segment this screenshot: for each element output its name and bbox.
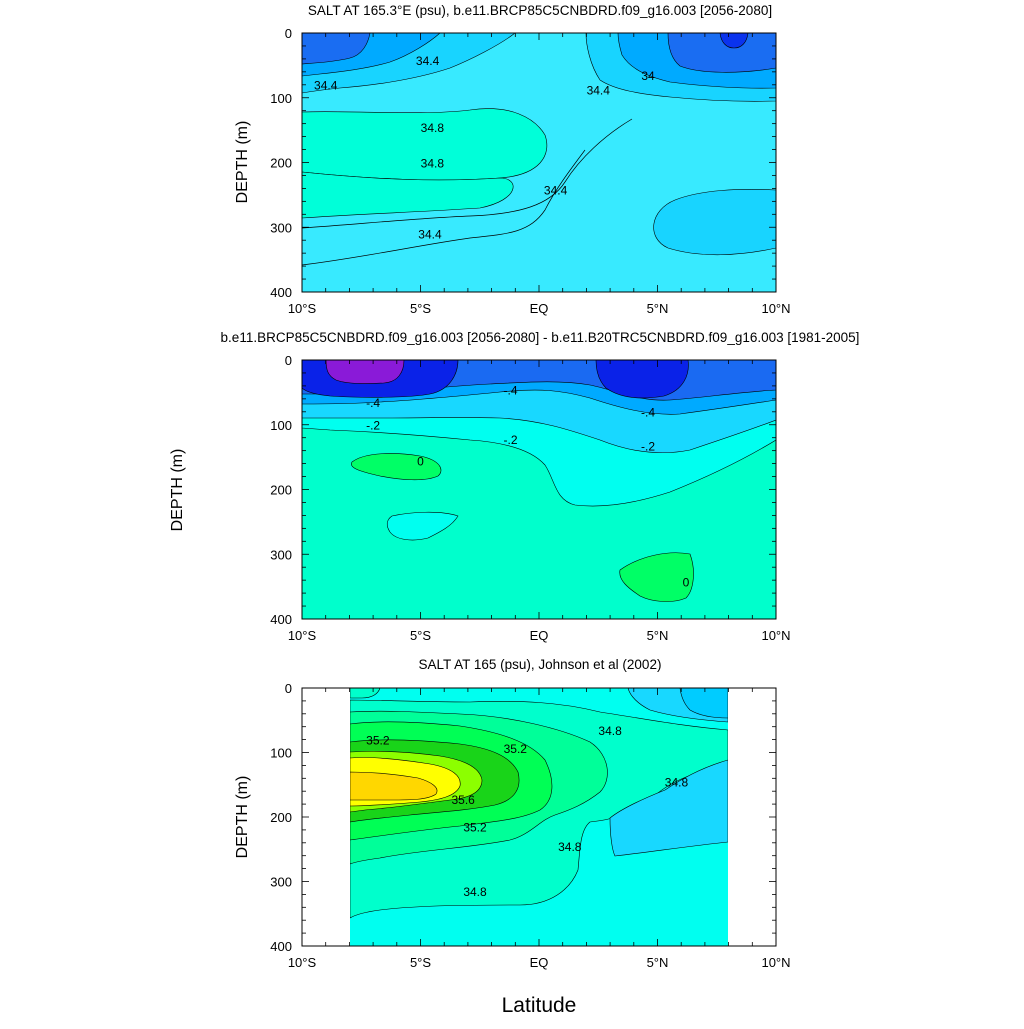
x-tick-label: 5°N: [647, 628, 669, 643]
y-tick-label: 0: [285, 26, 292, 41]
y-tick-label: 200: [270, 483, 292, 498]
panel-1-ylabel: DEPTH (m): [234, 121, 251, 204]
contour-label: 34.8: [665, 775, 689, 789]
x-tick-label: 10°N: [761, 301, 790, 316]
p2-fill-west-purple: [325, 360, 405, 384]
contour-label: 34.8: [463, 885, 487, 899]
contour-label: -.4: [641, 406, 655, 420]
panel-3-axes: 10°S 5°S EQ 5°N 10°N 0 100 200 300 400: [270, 681, 790, 970]
p1-fill-southern-high2: [302, 171, 514, 219]
contour-label: -.2: [641, 439, 655, 453]
p1-fill-east-core: [719, 33, 749, 49]
panel-2-axes: 10°S 5°S EQ 5°N 10°N 0 100 200 300 400: [270, 353, 790, 643]
contour-label: 34.8: [421, 156, 445, 170]
y-tick-label: 100: [270, 418, 292, 433]
contour-label: 34.8: [421, 121, 445, 135]
panel-3-title: SALT AT 165 (psu), Johnson et al (2002): [419, 657, 662, 672]
y-tick-label: 300: [270, 220, 292, 235]
contour-label: 34.4: [418, 228, 442, 242]
p2-fill-pos-west: [351, 453, 442, 481]
y-tick-label: 300: [270, 875, 292, 890]
panel-3-contour-labels: 35.2 35.2 34.8 35.6 35.2 34.8 34.8 34.8: [366, 724, 689, 899]
panel-1-contour-labels: 34.4 34.4 34 34.4 34.8 34.8 34.4 34.4: [314, 54, 655, 242]
panel-3: SALT AT 165 (psu), Johnson et al (2002) …: [234, 657, 791, 1017]
y-tick-label: 0: [285, 681, 292, 696]
x-tick-label: EQ: [530, 628, 549, 643]
panel-2: b.e11.BRCP85C5CNBDRD.f09_g16.003 [2056-2…: [169, 330, 859, 643]
p2-fill-neg-lens: [386, 511, 459, 541]
p3-fill-east-fresh: [609, 759, 728, 857]
contour-label: -.4: [366, 396, 380, 410]
x-tick-label: 5°N: [647, 955, 669, 970]
panel-3-ylabel: DEPTH (m): [234, 776, 251, 859]
panel-2-ylabel: DEPTH (m): [169, 449, 186, 532]
panel-1-title: SALT AT 165.3°E (psu), b.e11.BRCP85C5CNB…: [308, 3, 772, 18]
x-tick-label: EQ: [530, 301, 549, 316]
x-tick-label: 5°N: [647, 301, 669, 316]
y-tick-label: 0: [285, 353, 292, 368]
contour-label: 35.6: [451, 793, 475, 807]
y-tick-label: 100: [270, 91, 292, 106]
y-tick-label: 400: [270, 939, 292, 954]
p1-fill-west-deep: [302, 33, 371, 65]
p3-fill-358: [350, 771, 438, 801]
contour-label: -.2: [504, 433, 518, 447]
x-tick-label: 10°N: [761, 628, 790, 643]
x-tick-label: 5°S: [410, 628, 431, 643]
x-tick-label: 5°S: [410, 301, 431, 316]
y-tick-label: 200: [270, 156, 292, 171]
y-tick-label: 100: [270, 746, 292, 761]
x-tick-label: 5°S: [410, 955, 431, 970]
panel-3-field: [350, 688, 728, 946]
panel-3-xlabel: Latitude: [502, 994, 577, 1017]
contour-label: 34.4: [416, 54, 440, 68]
p1-fill-east-lens: [653, 189, 776, 256]
x-tick-label: 10°S: [288, 955, 317, 970]
x-tick-label: EQ: [530, 955, 549, 970]
contour-label: 34.8: [558, 840, 582, 854]
contour-label: 0: [417, 454, 424, 468]
panel-2-field: [302, 360, 776, 619]
y-tick-label: 300: [270, 547, 292, 562]
contour-label: 34.4: [587, 83, 611, 97]
panel-2-contour-labels: -.4 -.2 -.4 -.2 -.4 -.2 0 0: [366, 384, 690, 590]
contour-label: 34.4: [314, 79, 338, 93]
x-tick-label: 10°S: [288, 301, 317, 316]
y-tick-label: 400: [270, 612, 292, 627]
contour-label: -.4: [504, 384, 518, 398]
contour-label: 0: [683, 575, 690, 589]
contour-label: 35.2: [366, 734, 390, 748]
contour-label: 35.2: [463, 821, 487, 835]
p1-fill-east-deep: [667, 33, 776, 73]
panel-1: SALT AT 165.3°E (psu), b.e11.BRCP85C5CNB…: [234, 3, 791, 316]
p2-fill-east-core: [595, 360, 689, 399]
panel-2-title: b.e11.BRCP85C5CNBDRD.f09_g16.003 [2056-2…: [221, 330, 860, 345]
x-tick-label: 10°N: [761, 955, 790, 970]
x-tick-label: 10°S: [288, 628, 317, 643]
y-tick-label: 400: [270, 285, 292, 300]
p2-fill-pos-east: [619, 552, 694, 602]
panel-1-axes: 10°S 5°S EQ 5°N 10°N 0 100 200 300 400: [270, 26, 790, 316]
contour-label: 35.2: [504, 742, 528, 756]
p1-contour-344-deep: [302, 149, 586, 266]
panel-1-field: [302, 33, 776, 292]
contour-label: 34: [641, 69, 655, 83]
p1-contour-344-mid: [302, 118, 633, 229]
contour-label: 34.4: [544, 184, 568, 198]
contour-label: -.2: [366, 419, 380, 433]
p3-fill-ne-core: [679, 688, 728, 719]
contour-label: 34.8: [598, 724, 622, 738]
y-tick-label: 200: [270, 810, 292, 825]
